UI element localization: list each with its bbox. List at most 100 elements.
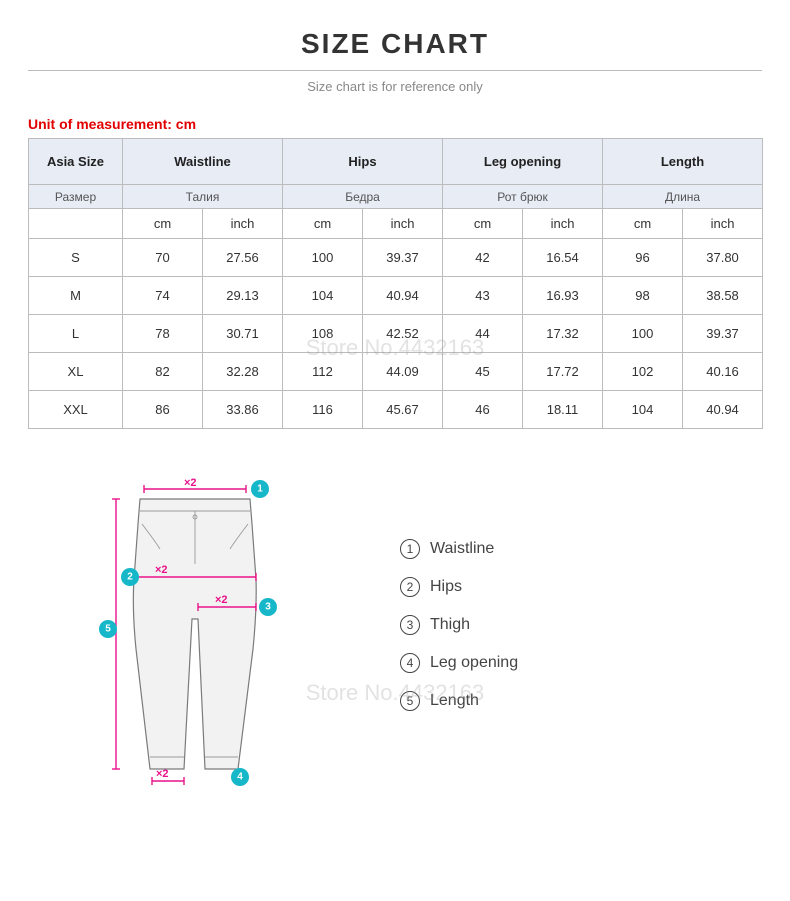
table-row: XL8232.2811244.094517.7210240.16 [29,353,763,391]
table-row: XXL8633.8611645.674618.1110440.94 [29,391,763,429]
x2-label: ×2 [215,594,228,606]
value-cell: 102 [603,353,683,391]
col-header: Hips [283,139,443,185]
table-header-units: cm inch cm inch cm inch cm inch [29,209,763,239]
value-cell: 27.56 [203,239,283,277]
value-cell: 108 [283,315,363,353]
value-cell: 98 [603,277,683,315]
x2-label: ×2 [156,768,169,780]
legend-label: Thigh [430,616,470,634]
unit-cell [29,209,123,239]
legend-number-icon: 5 [400,691,420,711]
col-header: Asia Size [29,139,123,185]
legend-item: 5 Length [400,691,518,711]
value-cell: 40.94 [683,391,763,429]
value-cell: 74 [123,277,203,315]
value-cell: 42.52 [363,315,443,353]
legend-item: 2 Hips [400,577,518,597]
value-cell: 17.72 [523,353,603,391]
col-subheader: Размер [29,185,123,209]
col-header: Waistline [123,139,283,185]
value-cell: 39.37 [683,315,763,353]
divider [28,70,762,71]
value-cell: 18.11 [523,391,603,429]
unit-cell: inch [203,209,283,239]
size-chart-table: Asia Size Waistline Hips Leg opening Len… [28,138,763,429]
svg-text:3: 3 [265,602,271,613]
legend-label: Waistline [430,540,494,558]
size-cell: L [29,315,123,353]
value-cell: 32.28 [203,353,283,391]
value-cell: 30.71 [203,315,283,353]
legend-number-icon: 3 [400,615,420,635]
x2-label: ×2 [184,477,197,489]
svg-text:1: 1 [257,484,263,495]
size-cell: S [29,239,123,277]
value-cell: 16.93 [523,277,603,315]
table-row: M7429.1310440.944316.939838.58 [29,277,763,315]
value-cell: 38.58 [683,277,763,315]
col-header: Leg opening [443,139,603,185]
value-cell: 82 [123,353,203,391]
unit-cell: cm [443,209,523,239]
table-header-en: Asia Size Waistline Hips Leg opening Len… [29,139,763,185]
legend-number-icon: 2 [400,577,420,597]
unit-cell: cm [603,209,683,239]
legend-label: Hips [430,578,462,596]
value-cell: 40.16 [683,353,763,391]
value-cell: 104 [283,277,363,315]
diagram-legend: 1 Waistline 2 Hips 3 Thigh 4 Leg opening 5 Length [400,539,518,729]
unit-label: Unit of measurement: cm [28,116,762,132]
value-cell: 116 [283,391,363,429]
value-cell: 40.94 [363,277,443,315]
legend-number-icon: 1 [400,539,420,559]
value-cell: 46 [443,391,523,429]
subtitle: Size chart is for reference only [0,79,790,94]
page-title: SIZE CHART [0,0,790,70]
col-subheader: Бедра [283,185,443,209]
legend-label: Leg opening [430,654,518,672]
value-cell: 16.54 [523,239,603,277]
legend-item: 4 Leg opening [400,653,518,673]
svg-text:5: 5 [105,624,111,635]
value-cell: 39.37 [363,239,443,277]
value-cell: 100 [283,239,363,277]
table-header-ru: Размер Талия Бедра Рот брюк Длина [29,185,763,209]
x2-label: ×2 [155,564,168,576]
unit-cell: inch [363,209,443,239]
col-subheader: Длина [603,185,763,209]
legend-label: Length [430,692,479,710]
size-cell: XL [29,353,123,391]
table-row: L7830.7110842.524417.3210039.37 [29,315,763,353]
value-cell: 104 [603,391,683,429]
size-cell: M [29,277,123,315]
col-subheader: Талия [123,185,283,209]
unit-cell: cm [283,209,363,239]
legend-item: 1 Waistline [400,539,518,559]
value-cell: 45.67 [363,391,443,429]
legend-number-icon: 4 [400,653,420,673]
value-cell: 42 [443,239,523,277]
table-row: S7027.5610039.374216.549637.80 [29,239,763,277]
svg-text:4: 4 [237,772,243,783]
value-cell: 100 [603,315,683,353]
value-cell: 44 [443,315,523,353]
svg-text:2: 2 [127,572,133,583]
value-cell: 43 [443,277,523,315]
value-cell: 45 [443,353,523,391]
value-cell: 78 [123,315,203,353]
value-cell: 112 [283,353,363,391]
value-cell: 33.86 [203,391,283,429]
unit-cell: cm [123,209,203,239]
value-cell: 29.13 [203,277,283,315]
value-cell: 44.09 [363,353,443,391]
col-header: Length [603,139,763,185]
unit-cell: inch [683,209,763,239]
unit-cell: inch [523,209,603,239]
pants-diagram: ×2 1 ×2 2 ×2 3 ×2 4 [60,469,320,789]
value-cell: 70 [123,239,203,277]
value-cell: 96 [603,239,683,277]
value-cell: 86 [123,391,203,429]
col-subheader: Рот брюк [443,185,603,209]
size-cell: XXL [29,391,123,429]
